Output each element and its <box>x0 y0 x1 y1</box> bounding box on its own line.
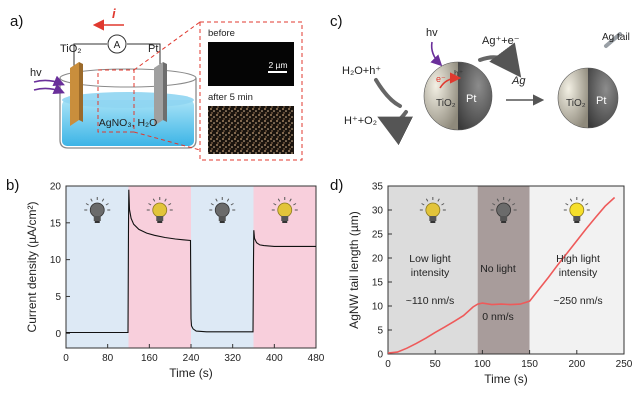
oxidation-arrow-in-icon <box>374 78 402 108</box>
panel-letter-c: c) <box>330 13 343 30</box>
y-tick-label: 0 <box>55 329 61 340</box>
tio2-particle-label-2: TiO₂ <box>566 98 586 109</box>
chart-tail-length: 0 50 100 150 200 250 0 5 10 15 20 25 30 35 Time (s) AgN… <box>347 182 633 387</box>
y-tick-label: 5 <box>377 326 383 337</box>
y-tick-label: 15 <box>372 278 384 289</box>
panel-letter-d: d) <box>330 177 343 194</box>
bulb-bright-icon <box>563 197 590 223</box>
x-tick-label: 150 <box>521 359 538 370</box>
pt-particle-label-2: Pt <box>596 95 606 107</box>
x-tick-label: 400 <box>266 353 283 364</box>
oxidation-arrow-out-icon <box>377 110 414 146</box>
ag-tail <box>604 32 622 48</box>
tio2-particle-label: TiO₂ <box>436 98 456 109</box>
pt-particle-label: Pt <box>466 93 476 105</box>
series-line-0 <box>387 196 616 354</box>
y-tick-label: 10 <box>372 302 384 313</box>
pt-electrode-label: Pt <box>148 43 158 55</box>
x-tick-label: 50 <box>430 359 442 370</box>
x-tick-label: 480 <box>308 353 325 364</box>
tio2-electrode-label: TiO₂ <box>60 43 82 55</box>
y-axis-title: Current density (µA/cm²) <box>25 202 39 333</box>
y-tick-label: 20 <box>50 182 62 193</box>
solution-label: AgNO₃, H₂O <box>99 117 158 129</box>
charge-transfer-arrow-icon <box>439 72 462 89</box>
pt-electrode <box>154 62 167 126</box>
after-label: after 5 min <box>208 92 253 103</box>
reaction-out-label: H⁺+O₂ <box>344 115 377 127</box>
panel-d: d) 0 50 100 150 200 250 0 5 10 15 20 25 30 35 Time (s)… <box>330 177 633 386</box>
region-high-label-line2: intensity <box>559 267 598 279</box>
y-tick-label: 20 <box>372 254 384 265</box>
region-none-rate: 0 nm/s <box>482 311 514 323</box>
region-high-rate: ~250 nm/s <box>553 295 602 307</box>
y-tick-label: 10 <box>50 255 62 266</box>
ammeter-icon: A <box>107 34 127 54</box>
reduction-arrow-icon <box>478 42 522 78</box>
panel-c: c) H₂O+h⁺ H⁺+O₂ hv Ag⁺+e⁻ Ag TiO₂ Pt e⁻ … <box>330 13 630 146</box>
ag-reaction-label: Ag⁺+e⁻ <box>482 35 520 47</box>
x-tick-label: 200 <box>568 359 585 370</box>
reaction-in-label: H₂O+h⁺ <box>342 65 381 77</box>
zoom-callout <box>97 21 303 161</box>
light-arrow-c-icon <box>430 41 443 67</box>
panel-b: b) 0 80 160 240 320 400 480 0 5 10 15 20 Time (s) Cur… <box>6 177 325 380</box>
light-label: hv <box>30 67 42 79</box>
x-tick-label: 160 <box>141 353 158 364</box>
scale-bar-label: 2 µm <box>268 60 287 70</box>
y-tick-label: 35 <box>372 182 384 193</box>
x-tick-label: 0 <box>385 359 391 370</box>
bulb-on-icon <box>146 197 173 223</box>
ag-product-label: Ag <box>511 75 526 87</box>
ammeter-label: A <box>114 40 121 51</box>
before-label: before <box>208 28 235 39</box>
region-labels: Low light intensity ~110 nm/s No light 0… <box>406 253 603 323</box>
y-axis-title: AgNW tail length (µm) <box>347 211 361 329</box>
bulb-off-icon <box>209 197 236 223</box>
panel-letter-b: b) <box>6 177 19 194</box>
region-low-rate: ~110 nm/s <box>406 295 455 307</box>
series-line-0 <box>66 189 316 334</box>
y-tick-label: 0 <box>377 350 383 361</box>
electron-label: e⁻ <box>436 74 446 84</box>
micrograph-after <box>208 106 294 154</box>
micrograph-before <box>208 42 294 86</box>
y-tick-label: 5 <box>55 292 61 303</box>
x-tick-label: 0 <box>63 353 69 364</box>
y-tick-label: 15 <box>50 218 62 229</box>
ag-tail-label: Ag tail <box>602 32 630 43</box>
x-tick-label: 250 <box>616 359 633 370</box>
bulb-off-icon <box>84 197 111 223</box>
light-arrows-icon <box>33 75 65 94</box>
chart-current-density: 0 80 160 240 320 400 480 0 5 10 15 20 Time (s) Curren… <box>25 182 325 381</box>
y-tick-label: 30 <box>372 206 384 217</box>
x-tick-label: 100 <box>474 359 491 370</box>
bulb-on-icon <box>271 197 298 223</box>
light-label-c: hv <box>426 27 438 39</box>
janus-particle-with-tail <box>557 32 622 129</box>
x-axis-title: Time (s) <box>484 372 528 386</box>
x-axis-title: Time (s) <box>169 366 213 380</box>
region-none-label: No light <box>480 263 516 275</box>
x-tick-label: 80 <box>102 353 114 364</box>
x-tick-label: 320 <box>224 353 241 364</box>
y-tick-label: 25 <box>372 230 384 241</box>
bulb-on-icon <box>419 197 446 223</box>
bulb-off-icon <box>490 197 517 223</box>
region-low-label-line1: Low light <box>409 253 451 265</box>
panel-letter-a: a) <box>10 13 23 30</box>
x-tick-label: 240 <box>183 353 200 364</box>
tio2-electrode <box>70 62 83 126</box>
current-label: i <box>112 6 116 21</box>
panel-a: a) i A TiO₂ Pt hv <box>10 6 303 161</box>
region-low-label-line2: intensity <box>411 267 450 279</box>
region-high-label-line1: High light <box>556 253 600 265</box>
plot-frame <box>387 185 625 355</box>
hole-label: h⁺ <box>454 68 464 78</box>
